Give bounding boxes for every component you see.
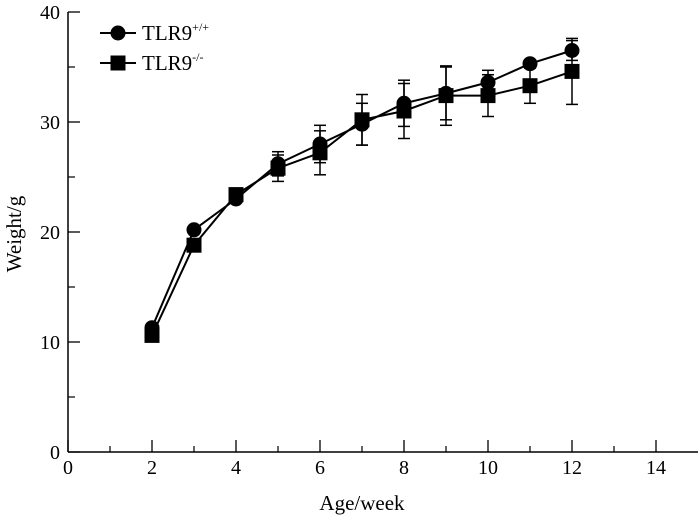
series-circle [144, 39, 580, 336]
series-line [151, 49, 573, 329]
legend-item-circle: TLR9+/+ [100, 20, 209, 45]
ticks: 0 2 4 6 8 10 12 14 0 10 20 30 40 [40, 2, 666, 479]
x-tick-label: 4 [231, 457, 241, 479]
y-tick-label: 10 [40, 332, 60, 354]
y-tick-label: 20 [40, 222, 60, 244]
legend-label: TLR9-/- [142, 50, 204, 75]
series-square [144, 37, 580, 343]
legend-label-superscript: +/+ [192, 20, 209, 34]
data-point-square [396, 103, 412, 119]
data-point-square [438, 88, 454, 104]
x-tick-label: 14 [646, 457, 666, 479]
x-tick-label: 6 [315, 457, 325, 479]
data-point-square [480, 88, 496, 104]
x-tick-label: 12 [562, 457, 582, 479]
x-tick-label: 2 [147, 457, 157, 479]
legend-label-name: TLR9 [142, 21, 192, 45]
data-point-square [564, 63, 580, 79]
y-axis-title: Weight/g [2, 195, 26, 272]
legend: TLR9+/+TLR9-/- [100, 20, 209, 75]
legend-label-superscript: -/- [192, 50, 203, 64]
y-tick-label: 0 [50, 442, 60, 464]
data-point-square [186, 237, 202, 253]
legend-label: TLR9+/+ [142, 20, 209, 45]
data-point-circle [186, 222, 202, 238]
series-layer [144, 37, 580, 343]
legend-marker-circle [110, 25, 126, 41]
data-point-square [354, 112, 370, 128]
legend-marker-square [110, 55, 126, 71]
data-point-square [312, 145, 328, 161]
x-axis-title: Age/week [319, 491, 405, 515]
y-tick-label: 40 [40, 2, 60, 24]
data-point-square [228, 187, 244, 203]
x-tick-label: 10 [478, 457, 498, 479]
axes [67, 12, 698, 453]
legend-label-name: TLR9 [142, 51, 192, 75]
data-point-square [522, 78, 538, 94]
y-tick-label: 30 [40, 112, 60, 134]
legend-item-square: TLR9-/- [100, 50, 204, 75]
x-tick-label: 0 [63, 457, 73, 479]
data-point-square [270, 160, 286, 176]
x-tick-label: 8 [399, 457, 409, 479]
data-point-square [144, 327, 160, 343]
